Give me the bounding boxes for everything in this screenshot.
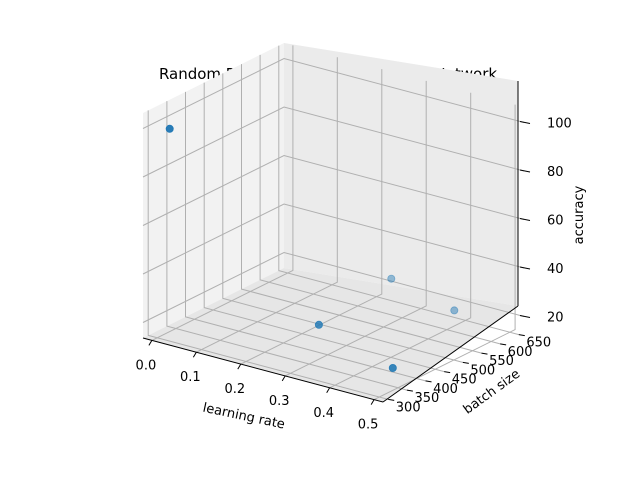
- y-grid-line: [147, 110, 389, 400]
- y-tick-mark: [518, 334, 525, 337]
- x-tick-mark: [192, 351, 197, 358]
- y-tick-label: 650: [526, 336, 551, 351]
- x-tick-mark: [326, 387, 331, 394]
- data-point: [387, 274, 396, 283]
- y-axis-line: [382, 305, 519, 403]
- floor-pane: [143, 268, 518, 402]
- y-tick-label: 550: [489, 354, 514, 369]
- z-grid-line: [142, 154, 525, 226]
- z-tick-label: 20: [547, 311, 564, 326]
- y-tick-label: 400: [433, 382, 458, 397]
- z-tick-label: 60: [547, 214, 564, 229]
- y-tick-label: 500: [470, 363, 495, 378]
- x-tick-label: 0.1: [180, 370, 201, 385]
- z-grid-line: [142, 251, 525, 323]
- axis-panes: [143, 43, 518, 402]
- y-tick-mark: [462, 361, 469, 364]
- x-tick-mark: [370, 399, 375, 405]
- x-tick-label: 0.0: [136, 358, 157, 373]
- z-grid-line: [142, 203, 525, 275]
- z-tick-mark: [519, 169, 531, 173]
- z-tick-mark: [519, 121, 531, 125]
- x-tick-mark: [237, 363, 242, 370]
- z-tick-mark: [519, 266, 531, 270]
- y-tick-mark: [406, 389, 413, 392]
- grid-lines: [142, 45, 525, 401]
- x-grid-line: [196, 57, 338, 353]
- z-tick-label: 100: [547, 117, 572, 132]
- z-grid-line: [142, 106, 525, 178]
- x-tick-mark: [281, 375, 286, 382]
- y-grid-line: [203, 82, 445, 373]
- y-tick-mark: [425, 380, 432, 383]
- x-grid-line: [240, 69, 383, 365]
- y-grid-line: [185, 91, 426, 382]
- y-grid-line: [259, 54, 501, 345]
- y-tick-mark: [481, 352, 488, 355]
- y-tick-mark: [444, 371, 451, 374]
- y-tick-label: 350: [414, 391, 439, 406]
- x-tick-label: 0.4: [313, 406, 334, 421]
- x-tick-label: 0.3: [269, 394, 290, 409]
- x-grid-line: [329, 92, 472, 389]
- x-grid-line: [373, 104, 516, 401]
- x-tick-label: 0.5: [358, 418, 379, 433]
- x-grid-line: [284, 80, 427, 377]
- x-grid-line: [151, 45, 294, 341]
- data-point: [450, 306, 459, 315]
- z-grid-line: [142, 57, 525, 129]
- x-tick-mark: [148, 340, 153, 346]
- data-points: [165, 124, 459, 372]
- y-tick-mark: [500, 343, 507, 346]
- x-tick-label: 0.2: [224, 382, 245, 397]
- y-grid-line: [222, 73, 463, 363]
- y-grid-line: [278, 45, 519, 336]
- y-grid-line: [241, 64, 482, 354]
- z-tick-mark: [519, 218, 531, 221]
- z-tick-label: 40: [547, 262, 564, 277]
- z-tick-label: 80: [547, 165, 564, 180]
- tick-labels: 0.00.10.20.30.40.53003504004505005506006…: [136, 117, 572, 433]
- y-tick-label: 450: [452, 373, 477, 388]
- x-axis-line: [142, 337, 384, 403]
- y-grid-line: [166, 101, 408, 391]
- back-pane: [284, 43, 518, 306]
- data-point: [388, 363, 397, 372]
- axis-lines: [142, 81, 519, 403]
- y-tick-mark: [388, 398, 395, 401]
- z-axis-label: accuracy: [572, 185, 587, 244]
- data-point: [165, 124, 174, 133]
- y-tick-label: 600: [508, 345, 533, 360]
- z-tick-mark: [519, 314, 531, 318]
- data-point: [314, 320, 323, 329]
- y-tick-label: 300: [396, 400, 421, 415]
